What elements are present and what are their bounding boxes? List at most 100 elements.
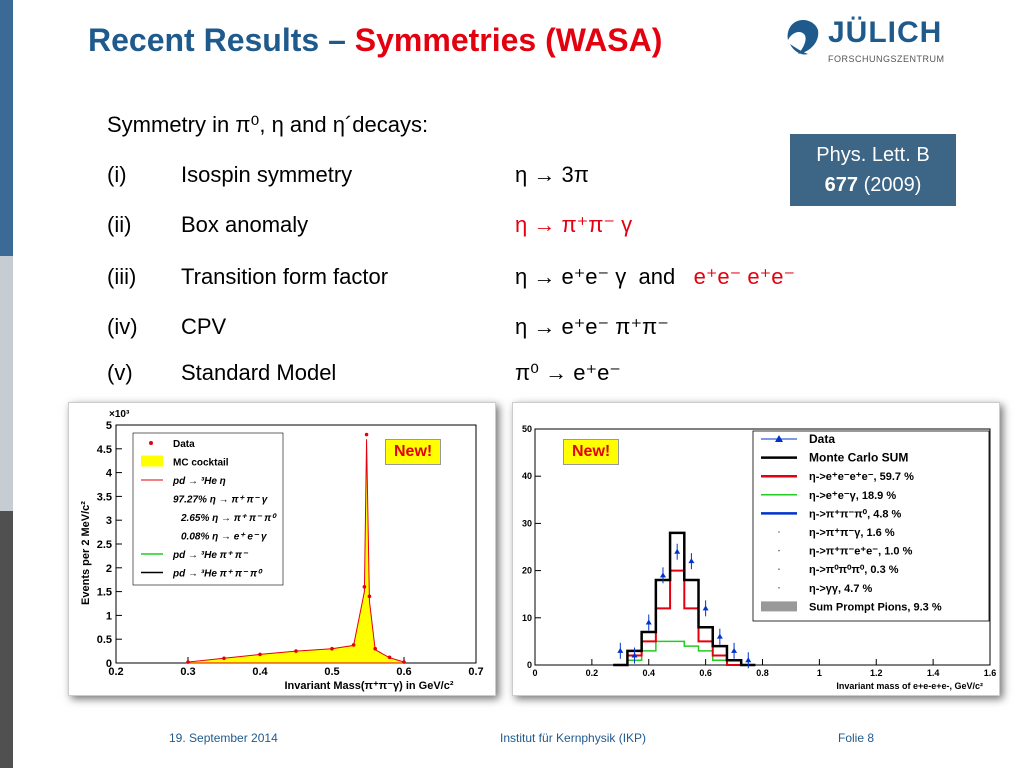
- data-point: [631, 652, 638, 658]
- data-point: [674, 548, 681, 554]
- title-prefix: Recent Results –: [88, 22, 355, 58]
- x-axis-label: Invariant mass of e+e-e+e-, GeV/c²: [836, 681, 983, 691]
- item-name: Box anomaly: [181, 212, 309, 237]
- y-tick-label: 4.5: [97, 444, 112, 456]
- y-tick-label: 2.5: [97, 539, 112, 551]
- y-tick-label: 40: [522, 471, 532, 481]
- legend-label: η->π⁺π⁻γ, 1.6 %: [809, 527, 895, 539]
- x-tick-label: 0.6: [699, 668, 712, 678]
- item-name: Isospin symmetry: [181, 162, 353, 187]
- item-number: (iii): [107, 264, 137, 289]
- y-tick-label: 20: [522, 566, 532, 576]
- series-mc-cocktail: [187, 439, 405, 664]
- legend-box: [752, 430, 990, 622]
- process-a: η → e⁺e⁻ γ: [515, 264, 627, 289]
- slide-title: Recent Results – Symmetries (WASA): [88, 22, 662, 59]
- legend-label: η->π⁰π⁰π⁰, 0.3 %: [809, 564, 899, 576]
- data-point: [659, 572, 666, 578]
- legend-swatch: [778, 531, 780, 533]
- x-tick-label: 0.4: [252, 666, 268, 678]
- legend-label: Monte Carlo SUM: [809, 451, 908, 465]
- data-point: [330, 646, 334, 651]
- y-tick-label: 0: [106, 658, 112, 670]
- data-point: [294, 649, 298, 653]
- legend-label: 97.27% η → π⁺ π⁻ γ: [173, 495, 269, 506]
- legend-label: 0.08% η → e⁺ e⁻ γ: [181, 532, 268, 543]
- process-b: e⁺e⁻ e⁺e⁻: [693, 264, 796, 289]
- title-highlight: Symmetries (WASA): [354, 22, 663, 58]
- x-tick-label: 0.3: [180, 666, 195, 678]
- x-tick-label: 0.6: [396, 666, 411, 678]
- reference-year: (2009): [863, 174, 922, 196]
- item-number: (iv): [107, 314, 138, 339]
- left-bar-blue: [0, 0, 13, 256]
- logo-mark-icon: [787, 20, 819, 55]
- x-tick-label: 0: [532, 668, 537, 678]
- x-tick-label: 0.7: [468, 666, 483, 678]
- data-point: [688, 558, 695, 564]
- juelich-logo: JÜLICH FORSCHUNGSZENTRUM: [784, 14, 954, 74]
- y-tick-label: 5: [106, 420, 112, 432]
- legend-label: MC cocktail: [173, 458, 229, 469]
- plot-panel-right: Invariant mass of e+e-e+e-, GeV/c² 0 0.2 0…: [512, 402, 1000, 696]
- y-tick-label: 30: [522, 518, 532, 528]
- plot-panel-left: ×10³ Events per 2 MeV/c² Invariant Mass(…: [68, 402, 496, 696]
- y-tick-label: 3.5: [97, 491, 112, 503]
- y-tick-label: 3: [106, 515, 112, 527]
- item-name: Standard Model: [181, 360, 337, 385]
- data-point: [617, 647, 624, 653]
- x-tick-label: 1.4: [927, 668, 940, 678]
- data-point: [186, 660, 190, 664]
- legend-label: 2.65% η → π⁺ π⁻ π⁰: [180, 513, 277, 524]
- legend-swatch: [775, 435, 783, 442]
- item-process: η → 3π: [515, 162, 589, 187]
- item-name: CPV: [181, 314, 227, 339]
- data-point: [745, 657, 752, 663]
- y-multiplier-label: ×10³: [109, 409, 130, 420]
- y-tick-label: 1: [106, 610, 112, 622]
- logo-word: JÜLICH: [828, 16, 943, 49]
- x-tick-label: 0.8: [756, 668, 769, 678]
- x-tick-label: 1.6: [984, 668, 997, 678]
- new-badge: New!: [385, 439, 442, 465]
- x-tick-label: 0.5: [324, 666, 339, 678]
- y-axis-label: Events per 2 MeV/c²: [80, 501, 92, 605]
- footer-page: Folie 8: [838, 731, 875, 745]
- x-tick-label: 1.2: [870, 668, 883, 678]
- data-point: [258, 652, 262, 657]
- item-number: (i): [107, 162, 127, 187]
- legend-label: η->e⁺e⁻γ, 18.9 %: [809, 490, 896, 502]
- legend-label: pd → ³He η: [172, 476, 226, 487]
- item-name: Transition form factor: [181, 264, 389, 289]
- plot-right: Invariant mass of e+e-e+e-, GeV/c² 0 0.2 0…: [522, 424, 997, 691]
- data-point: [362, 585, 367, 589]
- legend-swatch: [149, 441, 153, 445]
- x-tick-label: 1: [817, 668, 822, 678]
- reference-volume: 677: [824, 174, 858, 196]
- legend-label: Data: [809, 432, 835, 446]
- data-point: [387, 655, 392, 660]
- logo-subtitle: FORSCHUNGSZENTRUM: [828, 54, 945, 64]
- legend-swatch: [778, 568, 780, 570]
- legend-label: η->π⁺π⁻e⁺e⁻, 1.0 %: [809, 546, 913, 558]
- legend-swatch: [778, 587, 780, 589]
- data-point: [731, 647, 738, 653]
- data-point: [364, 432, 369, 437]
- data-point: [222, 656, 226, 661]
- footer-institute: Institut für Kernphysik (IKP): [500, 731, 647, 745]
- legend-label: Sum Prompt Pions, 9.3 %: [809, 601, 942, 613]
- legend-label: η->γγ, 4.7 %: [809, 583, 873, 595]
- data-point: [367, 594, 372, 599]
- y-tick-label: 10: [522, 613, 532, 623]
- legend-label: pd → ³He π⁺ π⁻: [172, 550, 249, 561]
- process-and: and: [638, 264, 676, 289]
- left-bar-light: [0, 256, 13, 511]
- reference-journal: Phys. Lett. B: [816, 144, 930, 166]
- item-number: (ii): [107, 212, 132, 237]
- legend-label: pd → ³He π⁺ π⁻ π⁰: [172, 569, 263, 580]
- y-tick-label: 0: [527, 660, 532, 670]
- item-process: η → π⁺π⁻ γ: [515, 212, 633, 237]
- data-point: [351, 643, 356, 647]
- y-tick-label: 2: [106, 563, 112, 575]
- y-tick-label: 50: [522, 424, 532, 434]
